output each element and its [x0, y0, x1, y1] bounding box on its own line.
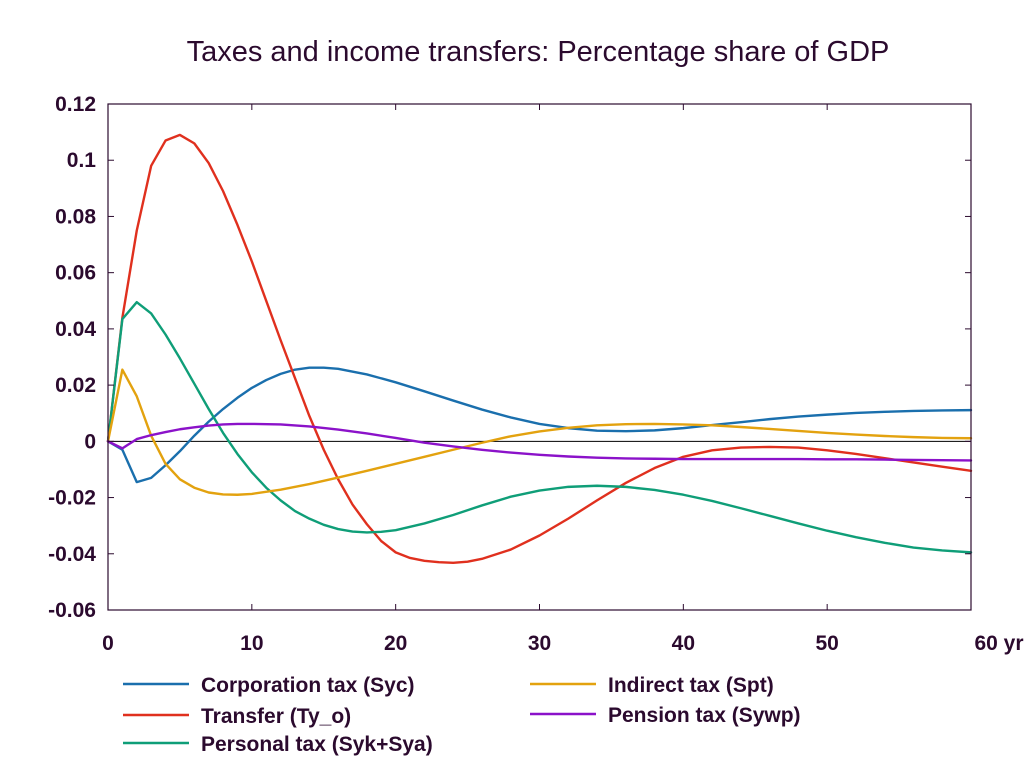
x-tick-label: 20: [384, 632, 407, 655]
series-line-5: [106, 422, 973, 462]
x-tick-label: 0: [102, 632, 114, 655]
chart-title: Taxes and income transfers: Percentage s…: [187, 36, 890, 68]
x-tick-label: 50: [815, 632, 838, 655]
y-tick-label: 0.08: [55, 205, 96, 228]
legend: Corporation tax (Syc) Transfer (Ty_o) Pers…: [123, 674, 801, 756]
y-tick-label: 0.02: [55, 374, 96, 397]
y-tick-label: 0: [84, 430, 96, 453]
y-tick-label: -0.02: [48, 487, 96, 510]
series-line-3: [106, 300, 973, 554]
y-tick-label: 0.06: [55, 262, 96, 285]
y-tick-label: 0.12: [55, 93, 96, 116]
legend-label-5: Pension tax (Sywp): [608, 704, 801, 727]
legend-label-3: Personal tax (Syk+Sya): [201, 733, 433, 756]
plot-area: [106, 133, 973, 564]
legend-label-1: Corporation tax (Syc): [201, 674, 415, 697]
series-line-4: [106, 368, 973, 496]
y-tick-label: -0.06: [48, 599, 96, 622]
x-tick-label: 60 yr: [974, 632, 1023, 655]
legend-label-4: Indirect tax (Spt): [608, 674, 774, 697]
series-line-1: [106, 366, 973, 484]
y-tick-label: -0.04: [48, 543, 96, 566]
y-tick-label: 0.04: [55, 318, 96, 341]
legend-label-2: Transfer (Ty_o): [201, 705, 351, 728]
x-tick-label: 40: [672, 632, 695, 655]
x-tick-label: 10: [240, 632, 263, 655]
series-line-2: [106, 133, 973, 564]
x-tick-label: 30: [528, 632, 551, 655]
y-tick-label: 0.1: [67, 149, 97, 172]
axes: -0.06 -0.04 -0.02 0 0.02 0.04 0.06 0.08 0.1 0.12 0…: [48, 93, 1023, 655]
